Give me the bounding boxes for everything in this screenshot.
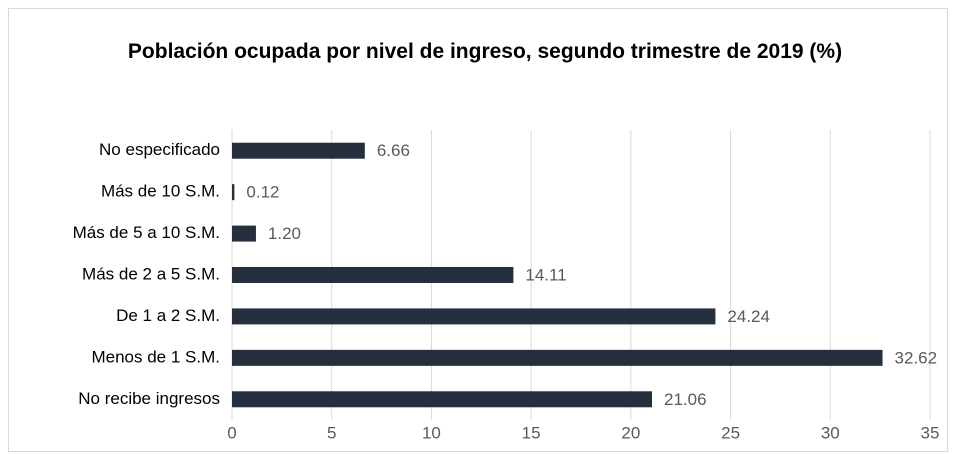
- bar: [232, 225, 256, 242]
- category-label: No recibe ingresos: [78, 389, 220, 408]
- x-tick-label: 30: [821, 423, 840, 442]
- x-tick-label: 10: [422, 423, 441, 442]
- value-label: 14.11: [525, 265, 566, 284]
- chart-frame: [8, 8, 948, 452]
- value-label: 1.20: [268, 224, 301, 243]
- value-label: 6.66: [377, 141, 410, 160]
- value-label: 32.62: [895, 348, 938, 367]
- x-tick-label: 5: [327, 423, 336, 442]
- category-label: No especificado: [99, 140, 220, 159]
- bar: [232, 184, 235, 201]
- x-tick-label: 25: [721, 423, 740, 442]
- category-label: Menos de 1 S.M.: [91, 347, 220, 366]
- bar: [232, 349, 883, 366]
- category-label: De 1 a 2 S.M.: [116, 306, 220, 325]
- x-tick-label: 35: [921, 423, 940, 442]
- bar: [232, 267, 514, 283]
- value-label: 0.12: [246, 183, 279, 202]
- category-label: Más de 5 a 10 S.M.: [73, 223, 220, 242]
- chart-title: Población ocupada por nivel de ingreso, …: [127, 40, 843, 63]
- x-tick-label: 15: [522, 423, 541, 442]
- x-tick-label: 20: [621, 423, 640, 442]
- bar: [232, 391, 652, 408]
- bar: [232, 142, 365, 159]
- bar: [232, 308, 716, 325]
- category-label: Más de 10 S.M.: [101, 182, 220, 201]
- value-label: 24.24: [727, 307, 770, 326]
- value-label: 21.06: [664, 390, 707, 409]
- x-tick-label: 0: [227, 423, 236, 442]
- category-label: Más de 2 a 5 S.M.: [82, 264, 220, 283]
